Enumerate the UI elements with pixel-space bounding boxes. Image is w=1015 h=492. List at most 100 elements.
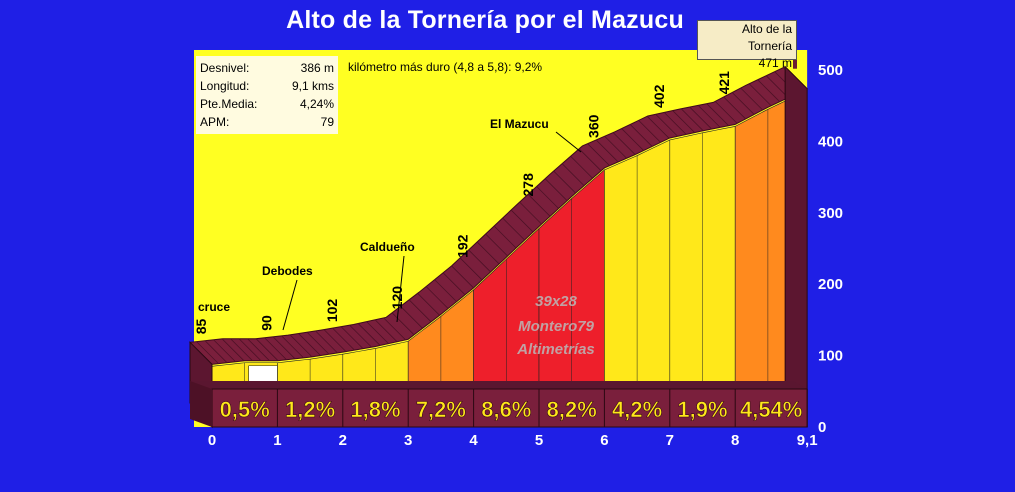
grade-band [211, 388, 808, 428]
stat-label: APM: [200, 115, 230, 129]
stat-value: 4,24% [299, 97, 334, 111]
ribbon-texture-line [306, 331, 330, 355]
ribbon-texture-line [221, 338, 245, 362]
x-tick-label: 7 [666, 432, 674, 449]
stat-label: Pte.Media: [200, 97, 258, 111]
ribbon-texture-line [553, 170, 576, 194]
y-tick-label: 300 [818, 205, 843, 222]
summit-name: Alto de la Tornería [741, 22, 792, 53]
x-tick-label: 1 [273, 432, 281, 449]
ribbon-texture-line [332, 327, 355, 351]
x-tick-label: 3 [404, 432, 412, 449]
ribbon-texture-line [349, 324, 372, 348]
ribbon-texture-line [196, 341, 219, 364]
place-leader-line [555, 131, 582, 153]
place-label: cruce [198, 300, 230, 314]
elevation-label: 192 [455, 234, 471, 258]
grade-label: 8,6% [481, 397, 531, 422]
y-tick-label: 200 [818, 276, 843, 293]
y-tick-label: 500 [818, 62, 843, 79]
x-tick-label: 8 [731, 432, 739, 449]
chart-title: Alto de la Tornería por el Mazucu [286, 6, 684, 34]
ribbon-texture-line [723, 96, 746, 120]
watermark-text: 39x28 [535, 293, 577, 310]
place-leader-line [282, 279, 298, 331]
ribbon-texture-line [247, 338, 270, 362]
ribbon-texture-line [417, 293, 440, 316]
ribbon-texture-line [748, 83, 772, 107]
ribbon-texture-line [697, 105, 721, 128]
grade-label: 7,2% [416, 397, 466, 422]
y-tick-label: 0 [818, 419, 826, 436]
ribbon-texture-line [264, 337, 287, 361]
ribbon-texture-line [281, 335, 304, 359]
summit-altitude: 471 m [758, 56, 792, 70]
ribbon-texture-line [536, 186, 559, 209]
ribbon-texture-line [621, 128, 644, 151]
ribbon-texture-line [612, 132, 636, 155]
ribbon-texture-line [493, 225, 517, 249]
ribbon-texture-line [442, 272, 466, 296]
x-tick-label: 9,1 [797, 432, 818, 449]
grade-label: 0,5% [220, 397, 270, 422]
grade-label: 1,2% [285, 397, 335, 422]
x-tick-label: 6 [600, 432, 608, 449]
stat-row-pendiente-media: Pte.Media: 4,24% [200, 95, 336, 113]
ribbon-texture-line [340, 326, 364, 349]
ribbon-texture-line [425, 286, 449, 309]
stat-value: 386 m [300, 61, 334, 75]
ribbon-texture-line [663, 112, 687, 135]
ribbon-texture-line [561, 163, 585, 186]
y-tick-label: 100 [818, 348, 843, 365]
ribbon-texture-line [544, 178, 568, 202]
ribbon-texture-line [315, 330, 338, 354]
grade-label: 1,8% [350, 397, 400, 422]
elevation-label: 120 [389, 286, 405, 310]
ribbon-texture-line [213, 339, 236, 363]
ribbon-texture-line [238, 338, 262, 362]
stat-value: 9,1 kms [291, 79, 334, 93]
ribbon-texture-line [519, 201, 542, 225]
ribbon-texture-line [527, 194, 551, 217]
place-label: Debodes [262, 264, 313, 278]
grade-label: 4,54% [740, 397, 802, 422]
grade-label: 8,2% [547, 397, 597, 422]
ribbon-texture-line [680, 108, 704, 131]
ribbon-texture-line [714, 101, 738, 124]
grade-label: 1,9% [677, 397, 727, 422]
ribbon-texture-line [629, 124, 653, 147]
ribbon-texture-line [408, 299, 432, 323]
elevation-label: 85 [193, 319, 209, 335]
ribbon-texture-line [570, 155, 593, 179]
place-label: Caldueño [360, 240, 415, 254]
elevation-label: 90 [258, 315, 274, 331]
ribbon-texture-line [391, 312, 415, 336]
ribbon-texture-line [255, 338, 279, 361]
ribbon-texture-line [706, 103, 729, 126]
ribbon-texture-line [374, 319, 398, 343]
y-tick-label: 400 [818, 133, 843, 150]
ribbon-texture-line [476, 241, 500, 265]
elevation-label: 102 [324, 299, 340, 323]
elevation-label: 402 [651, 84, 667, 108]
ribbon-texture-line [765, 75, 789, 98]
elevation-label: 421 [716, 71, 732, 95]
ribbon-texture-line [587, 143, 610, 166]
ribbon-texture-line [757, 79, 780, 102]
ribbon-texture-line [434, 279, 457, 302]
ribbon-texture-line [578, 148, 602, 172]
ribbon-texture-line [595, 139, 619, 163]
x-tick-label: 2 [339, 432, 347, 449]
place-label: El Mazucu [490, 117, 549, 131]
grade-band-side [190, 381, 212, 427]
watermark-text: Altimetrías [516, 341, 595, 358]
ribbon-texture-line [298, 333, 321, 356]
grade-label: 4,2% [612, 397, 662, 422]
stat-row-desnivel: Desnivel: 386 m [200, 59, 336, 77]
ribbon-texture-line [323, 329, 347, 352]
stat-label: Desnivel: [200, 61, 250, 75]
ribbon-texture-line [655, 113, 678, 137]
ribbon-texture-line [468, 249, 491, 273]
